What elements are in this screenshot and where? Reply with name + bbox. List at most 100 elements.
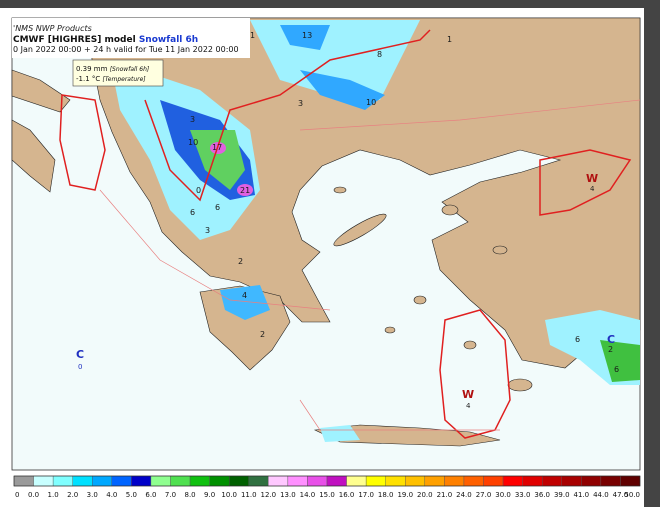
colorbar-label: 10.0 bbox=[221, 491, 237, 499]
colorbar-label: 19.0 bbox=[397, 491, 413, 499]
tooltip-temperature: -1.1 °C bbox=[76, 75, 100, 83]
colorbar-label: 3.0 bbox=[87, 491, 98, 499]
colorbar-swatch bbox=[541, 475, 562, 487]
colorbar-label: 47.0 bbox=[613, 491, 629, 499]
contours bbox=[59, 29, 632, 439]
map-label: 2 bbox=[238, 257, 243, 266]
colorbar-label: 7.0 bbox=[165, 491, 176, 499]
mainland bbox=[89, 17, 641, 369]
colorbar-label: 2.0 bbox=[67, 491, 78, 499]
tooltip-snow-note: [Snowfall 6h] bbox=[110, 66, 150, 73]
island bbox=[333, 213, 387, 247]
header-validity: 0 Jan 2022 00:00 + 24 h valid for Tue 11… bbox=[13, 45, 239, 54]
map-label: 0 bbox=[196, 186, 201, 195]
colorbar-label: 30.0 bbox=[495, 491, 511, 499]
colorbar-label: 0 bbox=[15, 491, 19, 499]
island bbox=[441, 204, 459, 216]
colorbar-swatch bbox=[287, 475, 308, 487]
colorbar-label: 18.0 bbox=[378, 491, 394, 499]
header-box bbox=[12, 18, 250, 58]
colorbar-swatch bbox=[13, 475, 34, 487]
colorbar: 0 0.0 1.0 2.0 3.0 4.0 5.0 6.0 7.0 8.0 9.0 10.0 11.0 1… bbox=[13, 475, 641, 499]
colorbar-swatch bbox=[248, 475, 269, 487]
colorbar-swatch bbox=[620, 475, 641, 487]
colorbar-label: 8.0 bbox=[184, 491, 195, 499]
colorbar-label: 16.0 bbox=[339, 491, 355, 499]
pressure-labels: C 0 W 4 W 4 C bbox=[76, 172, 615, 410]
tooltip-temp: -1.1 °C [Temperature] bbox=[76, 75, 146, 83]
tooltip-temp-note: [Temperature] bbox=[103, 76, 147, 83]
colorbar-swatch bbox=[150, 475, 171, 487]
model-name: CMWF [HIGHRES] model bbox=[13, 35, 139, 45]
island bbox=[507, 378, 533, 392]
tooltip bbox=[72, 59, 164, 87]
island bbox=[413, 295, 427, 305]
header-source: 'NMS NWP Products bbox=[13, 24, 92, 33]
snow-area bbox=[190, 130, 245, 190]
island bbox=[463, 340, 477, 350]
colorbar-label: 0.0 bbox=[28, 491, 39, 499]
tooltip-value: 0.39 mm [Snowfall 6h] bbox=[76, 65, 150, 73]
map-label: 2 bbox=[608, 345, 613, 354]
snow-area bbox=[220, 285, 270, 320]
colorbar-swatch bbox=[307, 475, 328, 487]
colorbar-swatch bbox=[424, 475, 445, 487]
colorbar-label: 36.0 bbox=[534, 491, 550, 499]
colorbar-swatch bbox=[92, 475, 113, 487]
map-label: 8 bbox=[377, 50, 382, 59]
map-label: 1 bbox=[250, 31, 255, 40]
tooltip-snow: 0.39 mm bbox=[76, 65, 108, 73]
map-label: 2 bbox=[260, 330, 265, 339]
map-label: 10 bbox=[188, 138, 198, 147]
colorbar-swatch bbox=[209, 475, 230, 487]
map-label: 3 bbox=[298, 99, 303, 108]
high-label: W bbox=[586, 172, 598, 185]
snow-area bbox=[237, 184, 253, 196]
colorbar-swatch bbox=[189, 475, 210, 487]
colorbar-swatch bbox=[365, 475, 386, 487]
map-label: 3 bbox=[205, 226, 210, 235]
colorbar-swatch bbox=[581, 475, 602, 487]
colorbar-swatch bbox=[111, 475, 132, 487]
colorbar-label: 44.0 bbox=[593, 491, 609, 499]
low-label: C bbox=[76, 348, 84, 361]
high-label: W bbox=[462, 388, 474, 401]
colorbar-label: 27.0 bbox=[476, 491, 492, 499]
colorbar-swatch bbox=[346, 475, 367, 487]
colorbar-swatch bbox=[326, 475, 347, 487]
colorbar-swatch bbox=[33, 475, 54, 487]
colorbar-swatch bbox=[483, 475, 504, 487]
map-label: 4 bbox=[242, 291, 247, 300]
map-label: 13 bbox=[302, 31, 312, 40]
colorbar-swatch bbox=[405, 475, 426, 487]
thin-contours bbox=[99, 99, 641, 431]
map-label: 6 bbox=[190, 208, 195, 217]
italy-coast bbox=[11, 69, 71, 113]
colorbar-label: 21.0 bbox=[437, 491, 453, 499]
map-label: 6 bbox=[215, 203, 220, 212]
colorbar-swatch bbox=[522, 475, 543, 487]
snow-area bbox=[300, 70, 385, 110]
island bbox=[333, 186, 347, 194]
contour-line bbox=[59, 94, 106, 191]
parameter-name: Snowfall 6h bbox=[139, 35, 198, 45]
contour-line bbox=[539, 149, 632, 216]
colorbar-swatch bbox=[561, 475, 582, 487]
colorbar-label: 1.0 bbox=[48, 491, 59, 499]
colorbar-label: 5.0 bbox=[126, 491, 137, 499]
island bbox=[492, 245, 508, 255]
colorbar-label: 33.0 bbox=[515, 491, 531, 499]
map-label: 17 bbox=[212, 143, 222, 152]
colorbar-label: 39.0 bbox=[554, 491, 570, 499]
contour-line bbox=[299, 399, 500, 431]
island bbox=[384, 326, 396, 334]
map-label: 6 bbox=[614, 365, 619, 374]
colorbar-swatch bbox=[600, 475, 621, 487]
colorbar-label: 11.0 bbox=[241, 491, 257, 499]
map-label: 1 bbox=[447, 35, 452, 44]
colorbar-swatch bbox=[463, 475, 484, 487]
colorbar-swatch bbox=[268, 475, 289, 487]
map-label: 21 bbox=[240, 186, 250, 195]
top-frame bbox=[0, 0, 660, 8]
